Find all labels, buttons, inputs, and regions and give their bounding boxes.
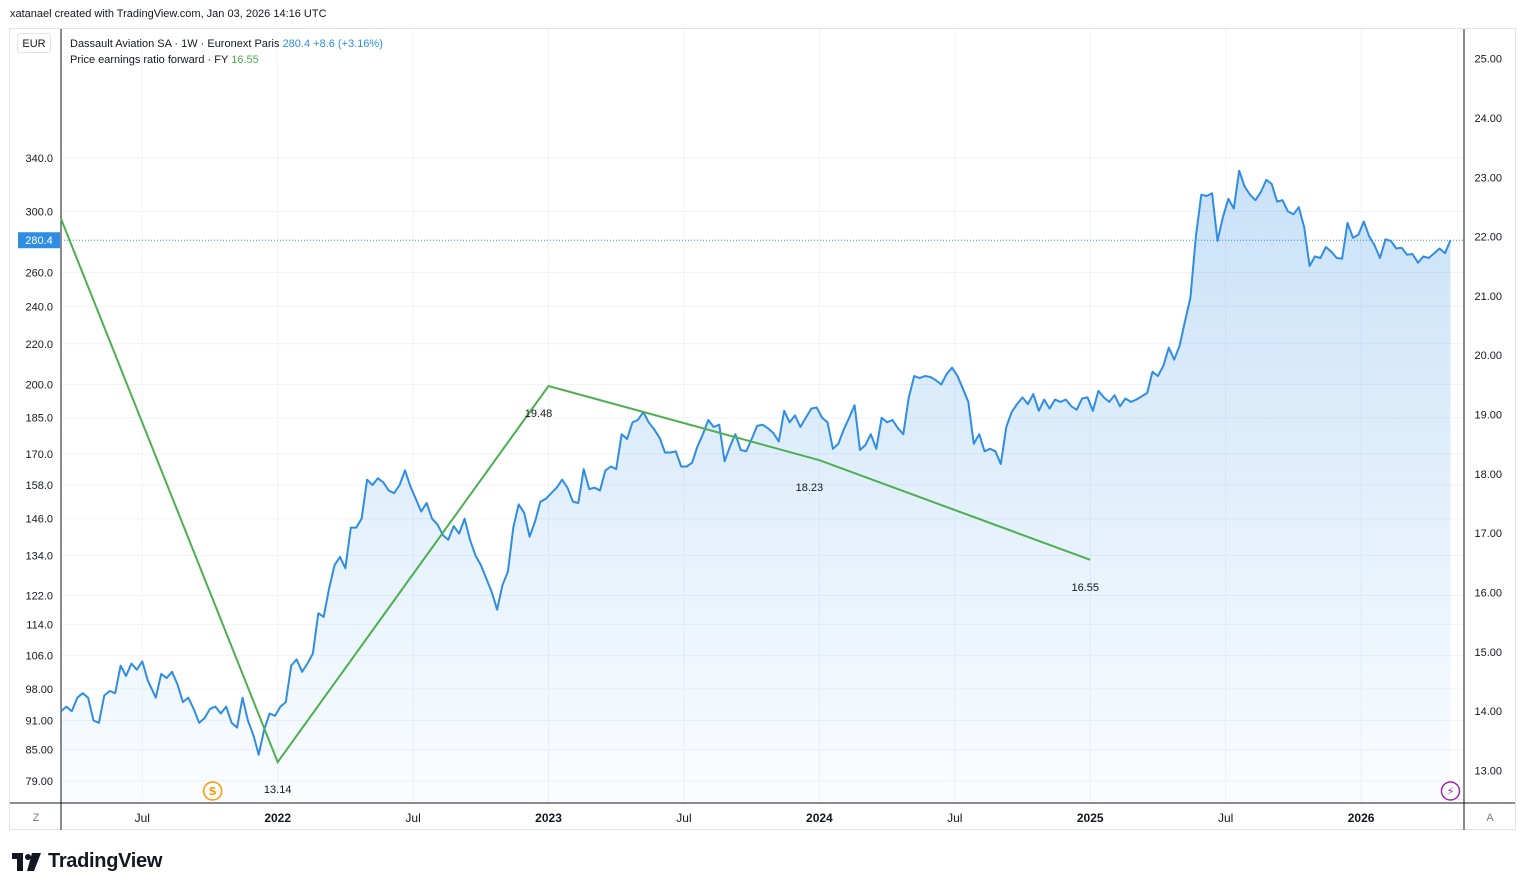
right-axis-tick-label: 16.00: [1474, 587, 1502, 599]
x-axis-tick-label: 2024: [806, 811, 833, 825]
right-axis-tick-label: 22.00: [1474, 232, 1502, 244]
left-axis-tick-label: 114.0: [26, 619, 53, 631]
tradingview-logo[interactable]: TradingView: [12, 850, 162, 873]
chart-legend: Dassault Aviation SA · 1W · Euronext Par…: [70, 36, 383, 68]
left-axis-tick-label: 300.0: [25, 206, 53, 218]
left-axis-tick-label: 91.00: [25, 715, 53, 727]
x-axis-tick-label: Jul: [405, 811, 420, 825]
x-axis-tick-label: Jul: [947, 811, 962, 825]
right-axis-tick-label: 17.00: [1474, 528, 1502, 540]
left-axis-tick-label: 85.00: [25, 745, 53, 757]
left-axis-tick-label: 340.0: [25, 153, 53, 165]
left-axis-tick-label: 122.0: [25, 590, 53, 602]
x-axis-tick-label: Jul: [676, 811, 691, 825]
pe-value-label: 19.48: [525, 408, 553, 420]
auto-scale-button[interactable]: A: [1486, 812, 1494, 824]
left-axis-tick-label: 134.0: [25, 550, 53, 562]
right-axis-tick-label: 14.00: [1474, 706, 1502, 718]
legend-symbol-row[interactable]: Dassault Aviation SA · 1W · Euronext Par…: [70, 36, 383, 52]
right-axis-tick-label: 19.00: [1474, 410, 1502, 422]
last-price-label-bg: [18, 232, 60, 249]
zoom-button[interactable]: Z: [32, 812, 40, 824]
attribution-text: xatanael created with TradingView.com, J…: [10, 8, 327, 20]
pe-value-label: 16.55: [1071, 582, 1099, 594]
legend-indicator-row[interactable]: Price earnings ratio forward · FY 16.55: [70, 52, 383, 68]
left-axis-tick-label: 185.0: [25, 413, 53, 425]
left-axis-tick-label: 98.00: [25, 684, 53, 696]
right-axis-tick-label: 15.00: [1474, 647, 1502, 659]
left-axis-tick-label: 200.0: [25, 379, 53, 391]
legend-symbol: Dassault Aviation SA · 1W · Euronext Par…: [70, 38, 280, 50]
split-marker: [202, 781, 223, 801]
right-axis-tick-label: 21.00: [1474, 291, 1502, 303]
event-marker-label: ⚡: [1447, 785, 1455, 798]
price-area-fill: [61, 170, 1451, 803]
right-axis-tick-label: 23.00: [1474, 172, 1502, 184]
last-price-label: 280.4: [25, 235, 53, 247]
event-marker: [1440, 781, 1461, 801]
x-axis-tick-label: 2026: [1348, 811, 1375, 825]
currency-selector[interactable]: EUR: [17, 33, 51, 53]
chart-frame: [9, 28, 1516, 830]
x-axis-tick-label: 2023: [535, 811, 562, 825]
left-axis-tick-label: 220.0: [25, 339, 53, 351]
series: [60, 169, 1464, 803]
right-axis-tick-label: 25.00: [1474, 54, 1502, 66]
left-axis-tick-label: 240.0: [25, 302, 53, 314]
x-axis-tick-label: Jul: [1218, 811, 1233, 825]
x-axis-tick-label: 2022: [264, 811, 291, 825]
left-axis-tick-label: 146.0: [25, 514, 53, 526]
right-axis-tick-label: 13.00: [1474, 765, 1502, 777]
labels: 280.4 13.14 19.48 18.23 16.55 S ⚡: [18, 232, 1461, 801]
legend-price: 280.4: [282, 38, 311, 50]
x-axis-tick-label: Jul: [135, 811, 150, 825]
left-axis-tick-label: 260.0: [25, 267, 53, 279]
logo-text: TradingView: [48, 850, 163, 872]
left-axis-tick-label: 79.00: [25, 776, 53, 788]
right-axis-tick-label: 20.00: [1474, 350, 1502, 362]
legend-change: +8.6 (+3.16%): [313, 38, 383, 50]
legend-indicator: Price earnings ratio forward · FY: [70, 54, 229, 66]
legend-indicator-value: 16.55: [231, 54, 259, 66]
price-line: [60, 169, 1452, 756]
tradingview-logo-icon: [12, 852, 41, 871]
left-axis-tick-label: 106.0: [25, 650, 53, 662]
split-marker-label: S: [209, 785, 217, 798]
pe-value-label: 13.14: [264, 784, 292, 796]
left-axis-tick-label: 158.0: [25, 480, 53, 492]
pe-ratio-line: [60, 218, 1091, 765]
pe-value-label: 18.23: [796, 482, 824, 494]
right-axis-tick-label: 18.00: [1474, 469, 1502, 481]
axes: 79.00 85.00 91.00 98.00 106.0 114.0 122.0 134.0…: [10, 29, 1515, 830]
x-axis-tick-label: 2025: [1077, 811, 1104, 825]
right-axis-tick-label: 24.00: [1474, 113, 1502, 125]
left-axis-tick-label: 170.0: [25, 449, 53, 461]
